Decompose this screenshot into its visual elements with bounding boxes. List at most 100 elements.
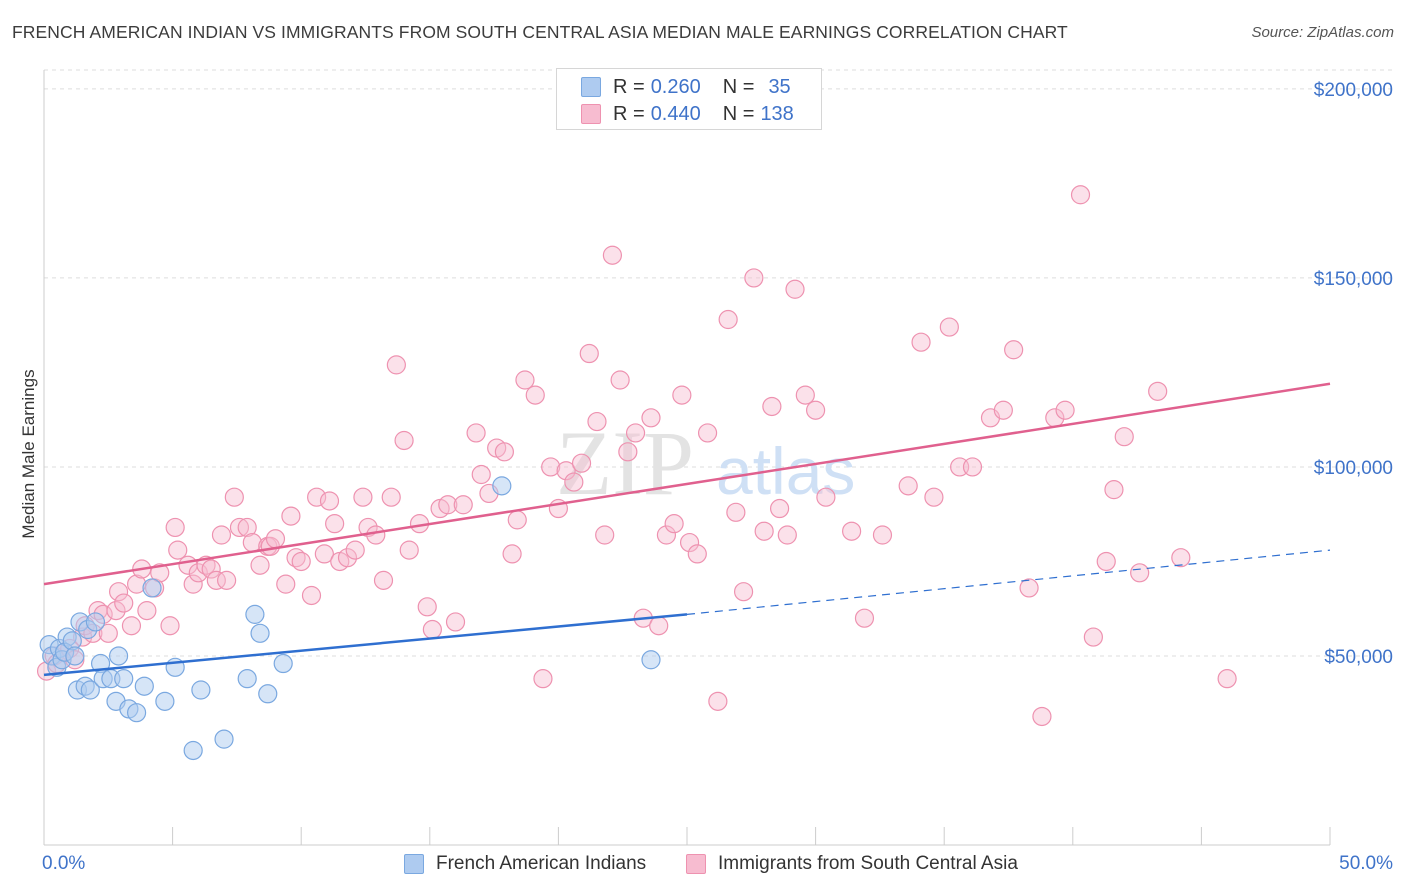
data-point [150, 563, 170, 583]
data-point [494, 442, 514, 462]
r-value: 0.440 [650, 102, 701, 125]
series2-legend-label: Immigrants from South Central Asia [718, 853, 1018, 874]
r-label: R = [613, 102, 645, 125]
legend-item-series1[interactable]: French American Indians [404, 853, 646, 875]
series1-legend-label: French American Indians [436, 853, 647, 874]
n-value: 35 [768, 75, 791, 98]
data-point [1104, 480, 1124, 500]
r-label: R = [613, 75, 645, 98]
data-point [273, 653, 293, 674]
data-point [381, 487, 401, 507]
source-credit: Source: ZipAtlas.com [1251, 24, 1394, 41]
data-point [142, 578, 162, 598]
data-point [726, 502, 746, 522]
data-point [777, 525, 797, 545]
data-point [114, 593, 134, 613]
r-value: 0.260 [650, 75, 701, 98]
data-point [1217, 669, 1237, 689]
trend-lines [43, 382, 1331, 677]
y-tick-label: $50,000 [1324, 647, 1393, 668]
data-point [286, 548, 306, 568]
data-point [672, 385, 692, 405]
data-point [556, 461, 576, 481]
data-point [65, 646, 85, 666]
data-point [168, 540, 188, 560]
x-tick-label: 0.0% [42, 853, 85, 874]
legend-row-series2: R = 0.440 N = 138 [581, 102, 794, 126]
data-point [993, 400, 1013, 420]
data-point [258, 684, 278, 704]
data-point [386, 355, 406, 375]
data-point [762, 396, 782, 417]
data-point [641, 408, 661, 428]
data-point [587, 411, 607, 432]
data-point [114, 669, 134, 689]
data-point [245, 604, 265, 624]
data-point [785, 279, 805, 299]
data-point [183, 740, 203, 761]
data-point [276, 574, 296, 594]
data-point [471, 464, 491, 485]
data-point [188, 563, 208, 583]
data-point [625, 423, 646, 443]
data-point [201, 559, 221, 579]
data-point [595, 525, 615, 545]
n-label: N = [722, 102, 755, 125]
data-point [649, 616, 669, 636]
data-point [854, 608, 875, 628]
data-point [445, 612, 466, 632]
series2-legend-swatch [686, 854, 706, 874]
trend-line-series1 [43, 613, 688, 677]
data-point [1130, 563, 1150, 583]
data-point [301, 585, 322, 606]
data-point [1096, 551, 1116, 572]
data-point [307, 487, 327, 507]
data-point [898, 476, 918, 496]
data-point [345, 540, 365, 560]
data-point [366, 525, 386, 545]
data-point [319, 491, 340, 511]
data-point [571, 453, 592, 473]
data-point [697, 423, 718, 443]
data-point [1032, 706, 1052, 727]
data-point [265, 529, 286, 549]
n-value: 138 [760, 102, 794, 125]
data-point [394, 430, 414, 451]
data-point [206, 570, 226, 590]
series1-legend-swatch [404, 854, 424, 874]
series-french-american-indians-points [39, 476, 661, 761]
legend-item-series2[interactable]: Immigrants from South Central Asia [686, 853, 1018, 875]
trend-line-series2 [43, 382, 1331, 586]
data-point [816, 487, 836, 507]
data-point [224, 487, 244, 507]
series-legend: French American Indians Immigrants from … [0, 851, 1406, 879]
data-point [1019, 578, 1039, 598]
y-tick-label: $200,000 [1314, 80, 1393, 101]
data-point [525, 385, 545, 405]
data-point [1004, 340, 1024, 360]
data-point [160, 616, 180, 636]
data-point [98, 623, 118, 643]
y-axis-label: Median Male Earnings [19, 369, 38, 538]
data-point [754, 521, 774, 541]
data-point [108, 646, 129, 666]
data-point [805, 400, 826, 420]
data-point [1114, 427, 1134, 447]
data-point [165, 517, 185, 538]
data-point [422, 619, 442, 640]
data-point [515, 370, 535, 390]
data-point [214, 729, 234, 749]
data-point [602, 245, 623, 265]
data-point [769, 498, 790, 519]
data-point [733, 582, 754, 602]
data-point [962, 457, 983, 477]
data-point [373, 570, 394, 590]
data-point [1055, 400, 1075, 420]
x-tick-label: 50.0% [1339, 853, 1393, 874]
data-point [281, 506, 301, 526]
data-point [492, 476, 512, 496]
data-point [183, 574, 203, 594]
data-point [924, 487, 944, 507]
data-point [250, 555, 270, 575]
